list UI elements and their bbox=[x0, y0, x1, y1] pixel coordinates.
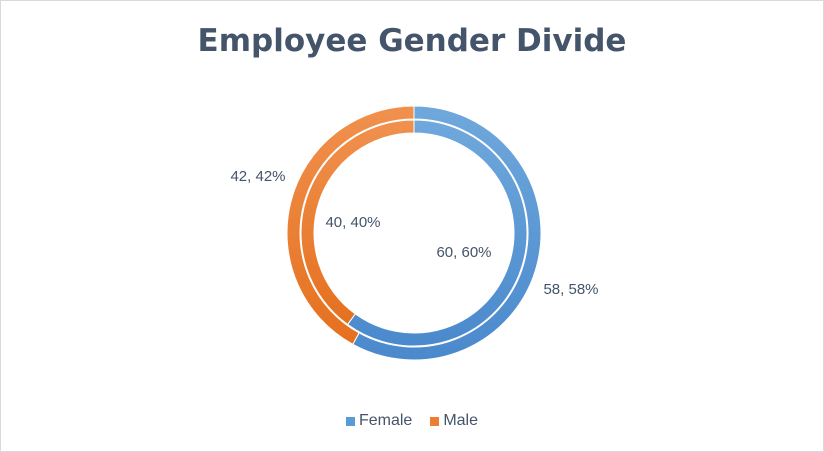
legend-label-female: Female bbox=[358, 412, 413, 429]
outer-ring-segment-female[interactable] bbox=[352, 105, 542, 361]
legend-swatch-female bbox=[345, 416, 355, 426]
outer-ring-segment-male[interactable] bbox=[286, 105, 415, 345]
outer-data-label-female: 58, 58% bbox=[543, 281, 598, 298]
inner-ring-segment-male[interactable] bbox=[300, 119, 415, 326]
chart-title: Employee Gender Divide bbox=[197, 23, 627, 59]
chart-legend: Female Male bbox=[1, 412, 823, 430]
outer-data-label-male: 42, 42% bbox=[230, 168, 285, 185]
inner-data-label-male: 40, 40% bbox=[325, 214, 380, 231]
inner-data-label-female: 60, 60% bbox=[436, 244, 491, 261]
legend-label-male: Male bbox=[443, 412, 479, 429]
legend-item-female[interactable]: Female bbox=[345, 412, 413, 430]
legend-item-male[interactable]: Male bbox=[430, 412, 478, 430]
legend-swatch-male bbox=[430, 416, 440, 426]
